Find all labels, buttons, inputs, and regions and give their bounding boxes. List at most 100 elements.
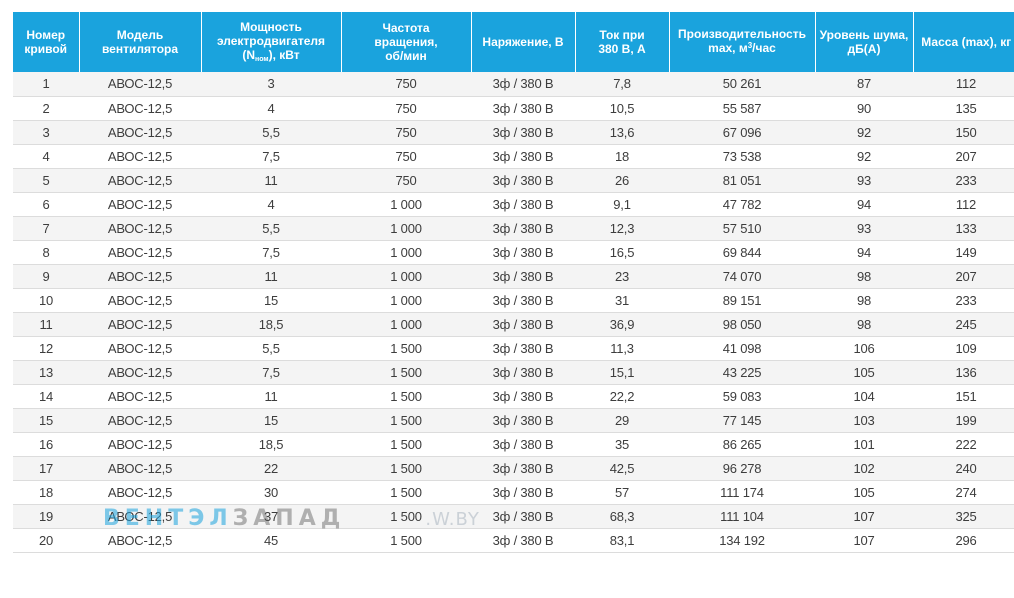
fan-spec-table-container: Номер кривой Модель вентилятора Мощность… (13, 12, 1014, 553)
cell-speed: 1 500 (341, 360, 471, 385)
cell-curve-no: 5 (13, 168, 79, 193)
table-row: 5 АВОС-12,5 11 750 3ф / 380 В 26 81 051 93 233 (13, 168, 1014, 193)
cell-model: АВОС-12,5 (79, 72, 201, 97)
cell-noise: 92 (815, 144, 913, 169)
cell-capacity: 43 225 (669, 360, 815, 385)
header-speed: Частота вращения, об/мин (341, 12, 472, 72)
cell-speed: 750 (341, 144, 471, 169)
cell-capacity: 50 261 (669, 72, 815, 97)
cell-power: 22 (201, 456, 341, 481)
cell-mass: 274 (913, 480, 1014, 505)
cell-voltage: 3ф / 380 В (471, 96, 575, 121)
cell-voltage: 3ф / 380 В (471, 408, 575, 433)
cell-model: АВОС-12,5 (79, 360, 201, 385)
cell-model: АВОС-12,5 (79, 120, 201, 145)
cell-noise: 107 (815, 504, 913, 529)
cell-mass: 109 (913, 336, 1014, 361)
cell-current: 22,2 (575, 384, 669, 409)
cell-curve-no: 7 (13, 216, 79, 241)
cell-curve-no: 8 (13, 240, 79, 265)
cell-noise: 105 (815, 360, 913, 385)
cell-power: 7,5 (201, 144, 341, 169)
cell-noise: 92 (815, 120, 913, 145)
cell-mass: 222 (913, 432, 1014, 457)
cell-model: АВОС-12,5 (79, 432, 201, 457)
cell-voltage: 3ф / 380 В (471, 360, 575, 385)
cell-current: 23 (575, 264, 669, 289)
cell-noise: 106 (815, 336, 913, 361)
table-row: 20 АВОС-12,5 45 1 500 3ф / 380 В 83,1 134 192 1… (13, 528, 1014, 553)
cell-capacity: 77 145 (669, 408, 815, 433)
cell-mass: 199 (913, 408, 1014, 433)
cell-capacity: 86 265 (669, 432, 815, 457)
cell-mass: 112 (913, 72, 1014, 97)
cell-capacity: 89 151 (669, 288, 815, 313)
cell-model: АВОС-12,5 (79, 168, 201, 193)
cell-current: 11,3 (575, 336, 669, 361)
cell-current: 57 (575, 480, 669, 505)
cell-speed: 1 000 (341, 216, 471, 241)
cell-voltage: 3ф / 380 В (471, 144, 575, 169)
header-capacity-line2-pre: max, м (708, 41, 748, 55)
cell-voltage: 3ф / 380 В (471, 72, 575, 97)
header-power-line2: электродвигателя (216, 33, 326, 48)
cell-voltage: 3ф / 380 В (471, 264, 575, 289)
table-row: 19 АВОС-12,5 37 1 500 3ф / 380 В 68,3 111 104 1… (13, 504, 1014, 529)
cell-capacity: 73 538 (669, 144, 815, 169)
cell-curve-no: 12 (13, 336, 79, 361)
cell-voltage: 3ф / 380 В (471, 168, 575, 193)
cell-curve-no: 14 (13, 384, 79, 409)
cell-capacity: 69 844 (669, 240, 815, 265)
cell-mass: 240 (913, 456, 1014, 481)
header-voltage: Наряжение, В (471, 12, 576, 72)
cell-power: 11 (201, 168, 341, 193)
cell-current: 29 (575, 408, 669, 433)
cell-power: 5,5 (201, 336, 341, 361)
cell-speed: 1 000 (341, 264, 471, 289)
cell-voltage: 3ф / 380 В (471, 528, 575, 553)
cell-curve-no: 6 (13, 192, 79, 217)
cell-voltage: 3ф / 380 В (471, 120, 575, 145)
cell-noise: 105 (815, 480, 913, 505)
cell-mass: 296 (913, 528, 1014, 553)
cell-power: 5,5 (201, 216, 341, 241)
cell-voltage: 3ф / 380 В (471, 336, 575, 361)
cell-mass: 207 (913, 264, 1014, 289)
cell-capacity: 111 174 (669, 480, 815, 505)
header-noise-line1: Уровень шума, (819, 28, 909, 42)
table-row: 14 АВОС-12,5 11 1 500 3ф / 380 В 22,2 59 083 10… (13, 384, 1014, 409)
table-row: 3 АВОС-12,5 5,5 750 3ф / 380 В 13,6 67 096 92 15… (13, 120, 1014, 145)
cell-curve-no: 16 (13, 432, 79, 457)
cell-curve-no: 20 (13, 528, 79, 553)
table-header: Номер кривой Модель вентилятора Мощность… (13, 12, 1014, 72)
header-power-subscript: ном (255, 55, 269, 63)
cell-curve-no: 13 (13, 360, 79, 385)
cell-mass: 150 (913, 120, 1014, 145)
cell-power: 18,5 (201, 432, 341, 457)
cell-noise: 102 (815, 456, 913, 481)
cell-power: 5,5 (201, 120, 341, 145)
cell-speed: 1 500 (341, 384, 471, 409)
cell-mass: 149 (913, 240, 1014, 265)
table-row: 8 АВОС-12,5 7,5 1 000 3ф / 380 В 16,5 69 844 94… (13, 240, 1014, 265)
cell-speed: 750 (341, 168, 471, 193)
cell-speed: 1 500 (341, 480, 471, 505)
cell-curve-no: 10 (13, 288, 79, 313)
cell-power: 11 (201, 384, 341, 409)
cell-power: 45 (201, 528, 341, 553)
cell-noise: 90 (815, 96, 913, 121)
cell-current: 31 (575, 288, 669, 313)
table-row: 10 АВОС-12,5 15 1 000 3ф / 380 В 31 89 151 98 23… (13, 288, 1014, 313)
cell-capacity: 57 510 (669, 216, 815, 241)
cell-speed: 750 (341, 96, 471, 121)
cell-current: 7,8 (575, 72, 669, 97)
header-power: Мощность электродвигателя (Nном), кВт (201, 12, 342, 72)
table-row: 12 АВОС-12,5 5,5 1 500 3ф / 380 В 11,3 41 098 1… (13, 336, 1014, 361)
cell-capacity: 47 782 (669, 192, 815, 217)
cell-current: 35 (575, 432, 669, 457)
cell-model: АВОС-12,5 (79, 312, 201, 337)
cell-speed: 1 500 (341, 456, 471, 481)
cell-mass: 325 (913, 504, 1014, 529)
cell-noise: 94 (815, 192, 913, 217)
cell-noise: 103 (815, 408, 913, 433)
